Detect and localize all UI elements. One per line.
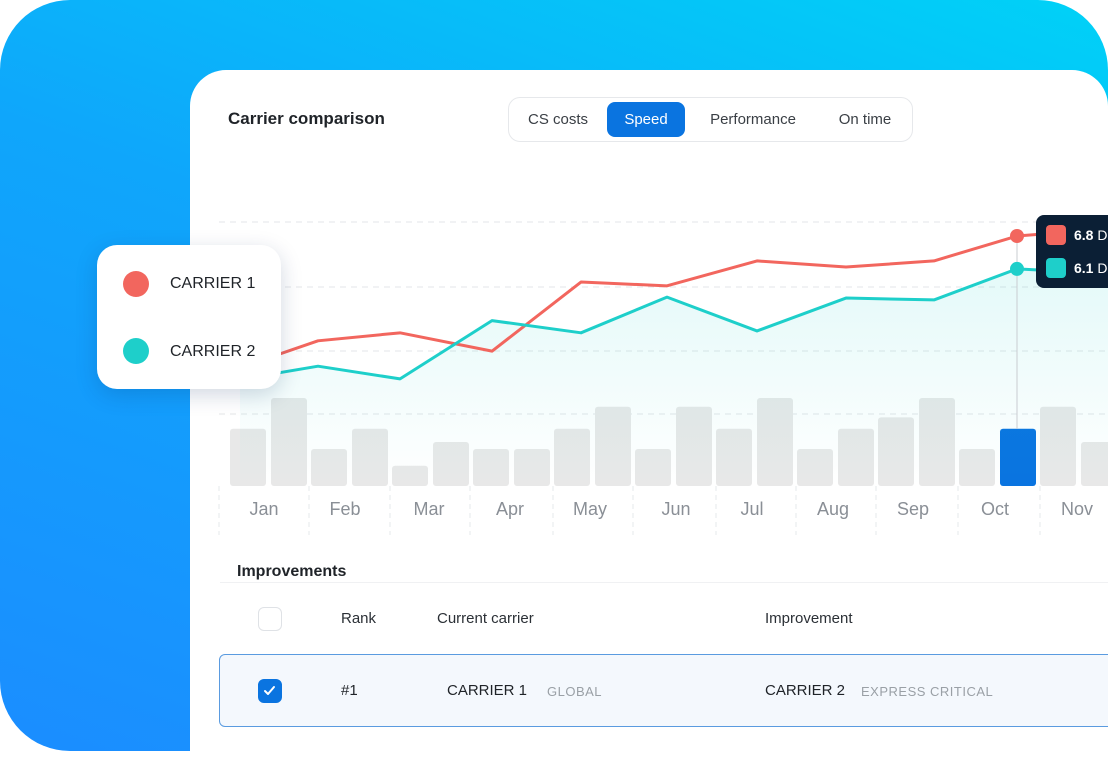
- improvements-heading: Improvements: [237, 563, 347, 580]
- carrier-2-line: [239, 267, 1108, 381]
- carrier-1-swatch: [1046, 225, 1066, 245]
- row-improvement-service: EXPRESS CRITICAL: [861, 684, 994, 699]
- legend-label-carrier-1: CARRIER 1: [170, 275, 256, 292]
- check-icon: [264, 686, 275, 695]
- x-axis-label: Aug: [816, 499, 850, 519]
- metric-tabs: CS costs Speed Performance On time: [508, 97, 913, 142]
- tooltip-value-carrier-2: 6.1 D: [1074, 260, 1108, 276]
- x-axis-label: Jan: [249, 499, 279, 519]
- x-axis-label: Nov: [1060, 499, 1093, 519]
- tab-cs-costs[interactable]: CS costs: [527, 111, 588, 128]
- tab-on-time[interactable]: On time: [838, 111, 892, 128]
- divider: [220, 582, 1108, 583]
- x-axis-label: Jul: [740, 499, 764, 519]
- carrier-2-point: [1010, 261, 1024, 276]
- row-rank: #1: [341, 682, 358, 699]
- table-section: Improvements Rank Current carrier Improv…: [190, 70, 1108, 751]
- chart-tooltip: 6.8 D 6.1 D: [1036, 215, 1108, 288]
- table-row[interactable]: [219, 654, 1108, 727]
- x-axis-label: Feb: [329, 499, 361, 519]
- row-current-carrier: CARRIER 1: [447, 682, 528, 699]
- tab-speed[interactable]: Speed: [607, 102, 685, 137]
- tab-performance[interactable]: Performance: [710, 111, 796, 128]
- carrier-1-point: [1010, 229, 1024, 243]
- carrier-2-dot: [123, 338, 149, 364]
- select-all-checkbox[interactable]: [258, 607, 282, 631]
- row-improvement-carrier: CARRIER 2: [765, 682, 846, 699]
- tooltip-value-carrier-1: 6.8 D: [1074, 227, 1108, 243]
- carrier-2-swatch: [1046, 258, 1066, 278]
- x-axis-label: Mar: [413, 499, 445, 519]
- chart-legend: CARRIER 1 CARRIER 2: [97, 245, 281, 389]
- x-axis-label: May: [572, 499, 607, 519]
- carrier-2-area: [240, 268, 1108, 486]
- column-header-improvement: Improvement: [765, 610, 853, 627]
- carrier-1-line: [239, 227, 1108, 370]
- carrier-1-dot: [123, 271, 149, 297]
- legend-label-carrier-2: CARRIER 2: [170, 343, 256, 360]
- x-axis-label: Apr: [495, 499, 524, 519]
- column-header-rank: Rank: [341, 610, 377, 627]
- x-axis-label: Sep: [896, 499, 930, 519]
- row-current-carrier-service: GLOBAL: [547, 684, 603, 699]
- row-checkbox[interactable]: [258, 679, 282, 703]
- column-header-current-carrier: Current carrier: [437, 610, 534, 627]
- chart: [218, 221, 1108, 535]
- page-title: Carrier comparison: [228, 109, 385, 128]
- x-axis-label: Jun: [661, 499, 691, 519]
- x-axis-label: Oct: [980, 499, 1009, 519]
